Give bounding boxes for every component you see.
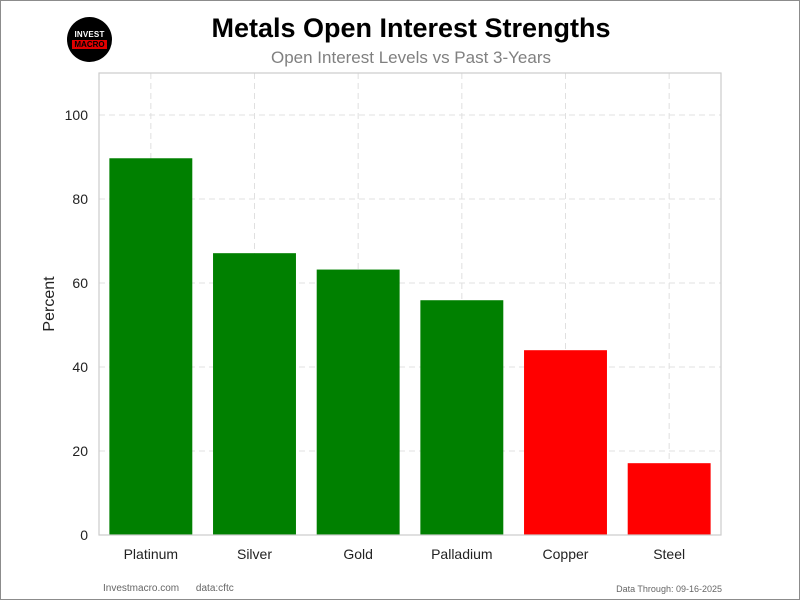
y-tick-label: 40 (72, 359, 88, 375)
x-tick-label: Steel (653, 546, 685, 562)
bar-copper (524, 350, 607, 535)
y-axis-label: Percent (41, 276, 58, 332)
bar-platinum (109, 158, 193, 535)
footer-data-through: Data Through: 09-16-2025 (616, 584, 722, 594)
footer-site: Investmacro.com (103, 583, 180, 594)
investmacro-logo: INVEST MACRO (67, 17, 112, 62)
footer-sources: Investmacro.com data:cftc (103, 583, 248, 594)
plot-border (98, 72, 722, 536)
x-tick-label: Palladium (431, 546, 492, 562)
y-tick-label: 100 (65, 107, 89, 123)
bar-silver (213, 253, 296, 535)
y-tick-label: 0 (80, 527, 88, 543)
logo-text-bottom: MACRO (72, 40, 107, 49)
footer-source: data:cftc (195, 583, 234, 594)
bar-steel (627, 463, 711, 535)
chart-subtitle: Open Interest Levels vs Past 3-Years (270, 48, 552, 67)
logo-text-top: INVEST (74, 30, 105, 39)
x-tick-label: Silver (237, 546, 272, 562)
y-tick-label: 60 (72, 275, 88, 291)
bar-palladium (420, 300, 504, 535)
bar-gold (316, 269, 400, 535)
x-tick-label: Gold (343, 546, 373, 562)
x-tick-label: Copper (543, 546, 589, 562)
y-tick-label: 80 (72, 191, 88, 207)
chart-title: Metals Open Interest Strengths (211, 13, 611, 43)
y-tick-label: 20 (72, 443, 88, 459)
x-tick-label: Platinum (124, 546, 178, 562)
